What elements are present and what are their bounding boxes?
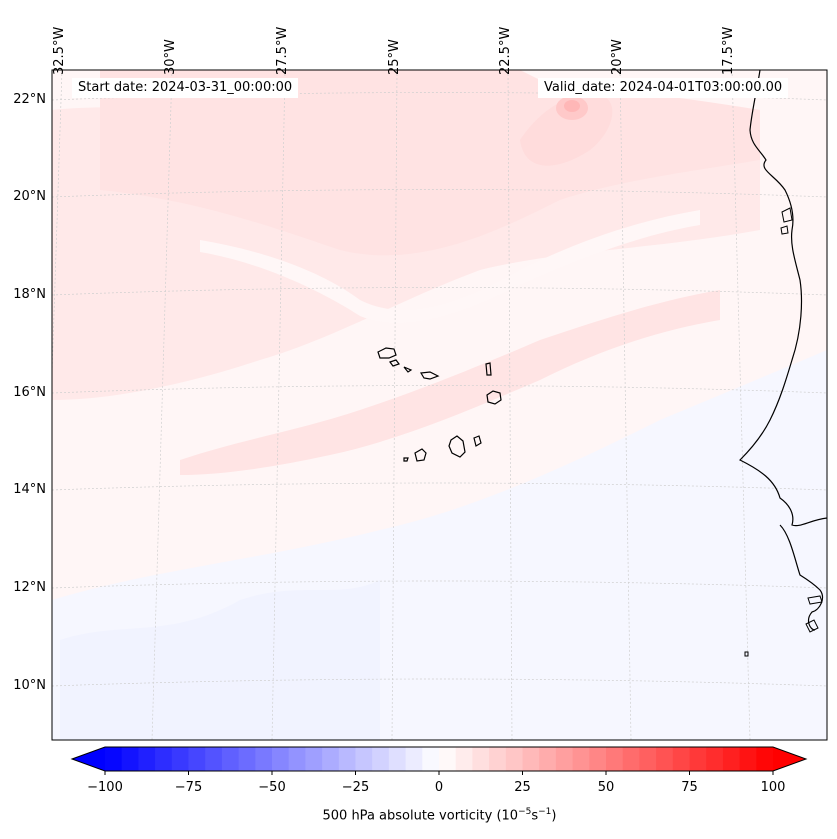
latitude-label: 14°N <box>13 482 46 497</box>
positive-vorticity-max <box>520 94 613 166</box>
cape-verde-islands <box>377 347 502 462</box>
latitude-label: 12°N <box>13 580 46 595</box>
latitude-label: 22°N <box>13 92 46 107</box>
colorbar-tick-label: 50 <box>597 780 615 795</box>
colorbar-label-exp2: −1 <box>538 807 552 817</box>
colorbar-label: 500 hPa absolute vorticity (10−5s−1) <box>0 807 837 823</box>
longitude-label: 32.5°W <box>52 26 67 75</box>
latitude-label: 10°N <box>13 678 46 693</box>
valid-date-label: Valid_date: 2024-04-01T03:00:00.00 <box>538 78 789 98</box>
coast-islands <box>744 207 823 657</box>
colorbar-tick-label: 100 <box>760 780 786 795</box>
colorbar-label-mid: s <box>531 808 539 824</box>
africa-coastline <box>738 70 827 631</box>
positive-vorticity-streak <box>180 290 720 475</box>
map-frame <box>51 69 828 741</box>
colorbar-label-exp1: −5 <box>518 807 532 817</box>
colorbar-label-text: 500 hPa absolute vorticity (10 <box>322 808 519 824</box>
colorbar-tick-label: −25 <box>341 780 370 795</box>
colorbar-tick-label: −75 <box>174 780 203 795</box>
longitude-label: 30°W <box>163 39 178 75</box>
colorbar-label-end: ) <box>551 808 557 824</box>
longitude-label: 20°W <box>610 39 625 75</box>
start-date-label: Start date: 2024-03-31_00:00:00 <box>72 78 299 98</box>
colorbar-tick-label: 75 <box>681 780 698 795</box>
latitude-label: 16°N <box>13 385 46 400</box>
colorbar-tick-label: −50 <box>258 780 286 795</box>
longitude-label: 27.5°W <box>275 26 290 75</box>
positive-vorticity-peak-core <box>564 100 580 112</box>
latitude-label: 18°N <box>13 287 46 302</box>
longitude-label: 25°W <box>387 39 402 75</box>
latitude-label: 20°N <box>13 189 46 204</box>
negative-vorticity-patch <box>60 580 380 740</box>
longitude-label: 22.5°W <box>498 26 513 75</box>
colorbar-tick-label: −100 <box>87 780 123 795</box>
colorbar-tick-label: 0 <box>434 780 444 795</box>
near-zero-streak <box>200 210 700 323</box>
colorbar-tick-label: 25 <box>514 780 531 795</box>
longitude-label: 17.5°W <box>721 26 736 75</box>
